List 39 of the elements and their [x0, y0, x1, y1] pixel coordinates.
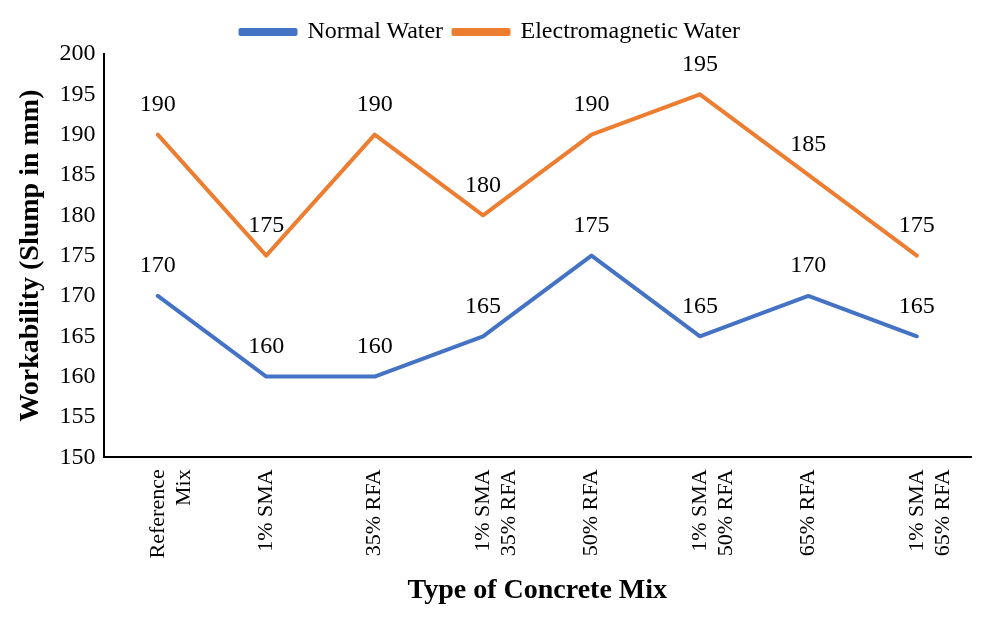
x-tick-label: Reference Mix	[143, 469, 195, 559]
data-label: 185	[790, 130, 827, 157]
y-axis-title: Workability (Slump in mm)	[13, 89, 45, 422]
x-tick-label: 50% RFA	[577, 469, 603, 557]
legend-label: Electromagnetic Water	[520, 17, 741, 44]
data-label: 175	[898, 210, 935, 237]
y-tick-label: 180	[59, 200, 96, 227]
y-tick-label: 185	[59, 160, 96, 187]
data-label: 160	[356, 331, 393, 358]
data-label: 165	[465, 291, 502, 318]
y-tick-label: 155	[59, 402, 96, 429]
y-tick-label: 150	[59, 442, 96, 469]
data-label: 190	[139, 89, 176, 116]
data-label: 165	[898, 291, 935, 318]
y-tick-label: 200	[59, 39, 96, 66]
x-tick-label: 1% SMA	[252, 469, 278, 552]
x-tick-label: 1% SMA 35% RFA	[468, 469, 521, 557]
x-axis-title: Type of Concrete Mix	[407, 573, 668, 605]
data-label: 170	[790, 251, 827, 278]
x-tick-label: 1% SMA 50% RFA	[685, 469, 738, 557]
x-tick-label: 1% SMA 65% RFA	[902, 469, 954, 557]
y-tick-label: 170	[59, 281, 96, 308]
y-tick-label: 175	[59, 240, 96, 267]
legend-label: Normal Water	[307, 17, 444, 44]
data-label: 180	[465, 170, 502, 197]
data-label: 190	[573, 89, 610, 116]
data-label: 175	[248, 210, 285, 237]
data-label: 195	[681, 49, 718, 76]
data-label: 190	[356, 89, 393, 116]
data-label: 160	[248, 331, 285, 358]
data-label: 170	[139, 251, 176, 278]
y-tick-label: 165	[59, 321, 96, 348]
data-label: 175	[573, 210, 610, 237]
x-tick-label: 65% RFA	[794, 469, 820, 557]
y-tick-label: 195	[59, 79, 96, 106]
y-tick-label: 160	[59, 361, 96, 388]
data-label: 165	[681, 291, 718, 318]
y-tick-label: 190	[59, 119, 96, 146]
x-tick-label: 35% RFA	[360, 469, 386, 557]
